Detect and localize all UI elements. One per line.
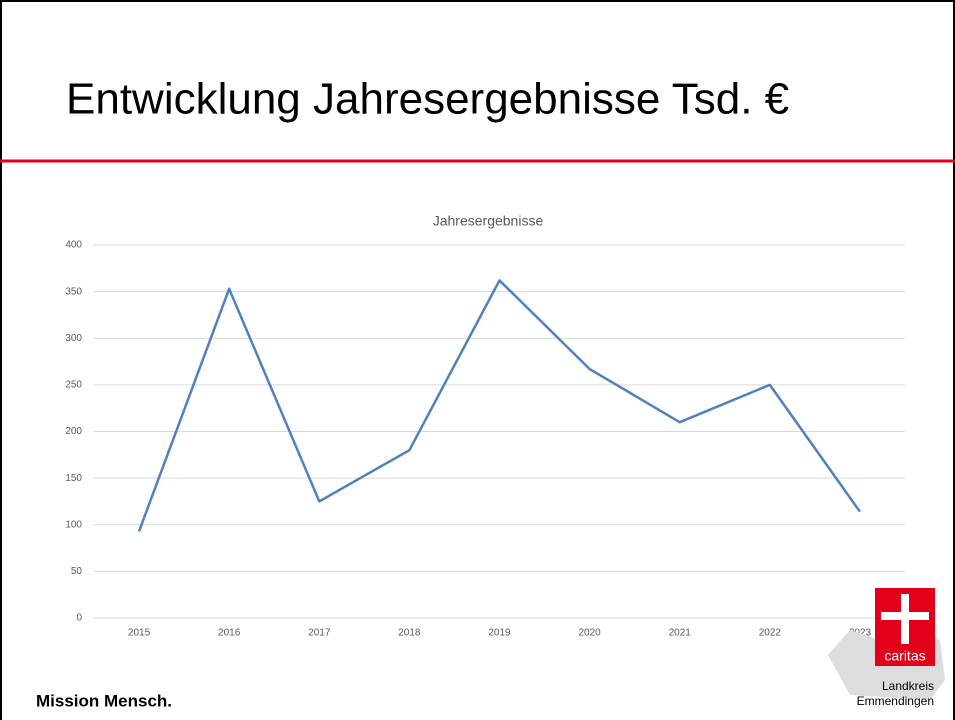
x-tick-label: 2023 bbox=[849, 628, 872, 639]
footer: Mission Mensch. bbox=[36, 691, 172, 710]
slide-title: Entwicklung Jahresergebnisse Tsd. € bbox=[66, 75, 789, 124]
logo-text: caritas bbox=[884, 648, 925, 664]
y-tick-label: 400 bbox=[65, 240, 82, 251]
y-tick-label: 150 bbox=[65, 473, 82, 484]
logo-line: Landkreis bbox=[882, 679, 934, 693]
y-tick-label: 350 bbox=[65, 286, 82, 297]
logo: caritas Landkreis Emmendingen bbox=[828, 588, 945, 708]
y-tick-label: 100 bbox=[65, 519, 82, 530]
x-tick-label: 2020 bbox=[578, 628, 601, 639]
chart-title: Jahresergebnisse bbox=[433, 213, 544, 229]
y-tick-label: 200 bbox=[65, 426, 82, 437]
x-tick-label: 2022 bbox=[759, 628, 782, 639]
y-tick-label: 50 bbox=[71, 566, 83, 577]
logo-cross bbox=[881, 612, 929, 620]
line-series bbox=[137, 279, 861, 532]
x-tick-label: 2017 bbox=[308, 628, 331, 639]
logo-line: Emmendingen bbox=[857, 694, 934, 708]
y-tick-label: 250 bbox=[65, 380, 82, 391]
x-tick-label: 2019 bbox=[488, 628, 511, 639]
x-tick-label: 2016 bbox=[218, 628, 241, 639]
y-tick-label: 0 bbox=[76, 613, 82, 624]
x-tick-label: 2021 bbox=[669, 628, 692, 639]
y-tick-label: 300 bbox=[65, 333, 82, 344]
x-tick-label: 2018 bbox=[398, 628, 421, 639]
x-tick-label: 2015 bbox=[128, 628, 151, 639]
